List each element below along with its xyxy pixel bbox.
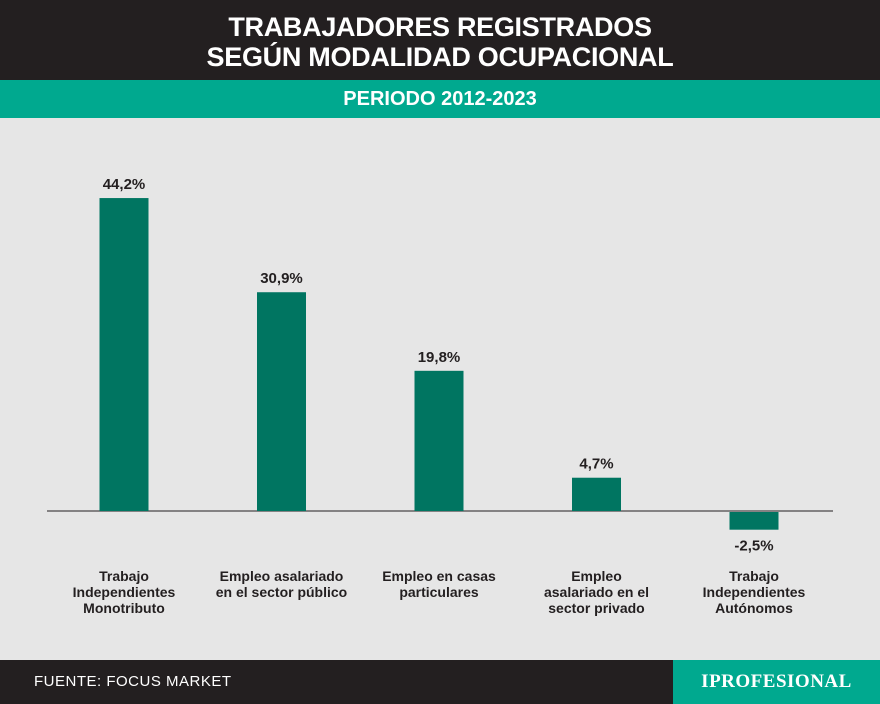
category-label-line: Trabajo [99,568,149,584]
category-label-line: asalariado en el [543,584,650,600]
title-bar: TRABAJADORES REGISTRADOS SEGÚN MODALIDAD… [0,0,880,80]
category-label-line: Independientes [702,584,806,600]
category-label-line: Trabajo [729,568,779,584]
data-label: 19,8% [418,349,461,366]
chart-subtitle: PERIODO 2012-2023 [0,80,880,118]
chart-title-line-1: TRABAJADORES REGISTRADOS [228,12,652,42]
bar [729,512,779,530]
category-label-line: en el sector público [215,584,348,600]
category-label-line: Monotributo [83,600,165,616]
category-label-line: sector privado [548,600,645,616]
data-label: 44,2% [103,176,146,193]
source-note: FUENTE: FOCUS MARKET [34,673,232,690]
bar [572,477,621,511]
category-label: Empleo en casas particulares [364,568,514,600]
bar-chart-plot: 44,2% 30,9% 19,8% 4,7% -2,5% [47,176,833,555]
bar [414,370,464,511]
category-label-line: Empleo [571,568,622,584]
bar-chart: 44,2% 30,9% 19,8% 4,7% -2,5% Trabajo Independ… [0,118,880,660]
category-label-line: Independientes [72,584,176,600]
data-label: -2,5% [734,538,773,555]
data-label: 4,7% [579,456,613,473]
bar [99,198,149,511]
category-label-line: Autónomos [715,600,793,616]
chart-title-line-2: SEGÚN MODALIDAD OCUPACIONAL [206,42,674,72]
brand-logo: IPROFESIONAL [673,660,880,704]
category-label: Trabajo Independientes Autónomos [679,568,829,616]
category-label-line: particulares [399,584,479,600]
category-label-line: Empleo asalariado [219,568,344,584]
bar [257,292,306,511]
data-label: 30,9% [260,270,303,287]
category-label-line: Empleo en casas [382,568,496,584]
category-label: Trabajo Independientes Monotributo [49,568,199,616]
category-label: Empleo asalariado en el sector privado [522,568,672,616]
footer: FUENTE: FOCUS MARKET IPROFESIONAL [0,660,880,704]
category-label: Empleo asalariado en el sector público [207,568,357,600]
